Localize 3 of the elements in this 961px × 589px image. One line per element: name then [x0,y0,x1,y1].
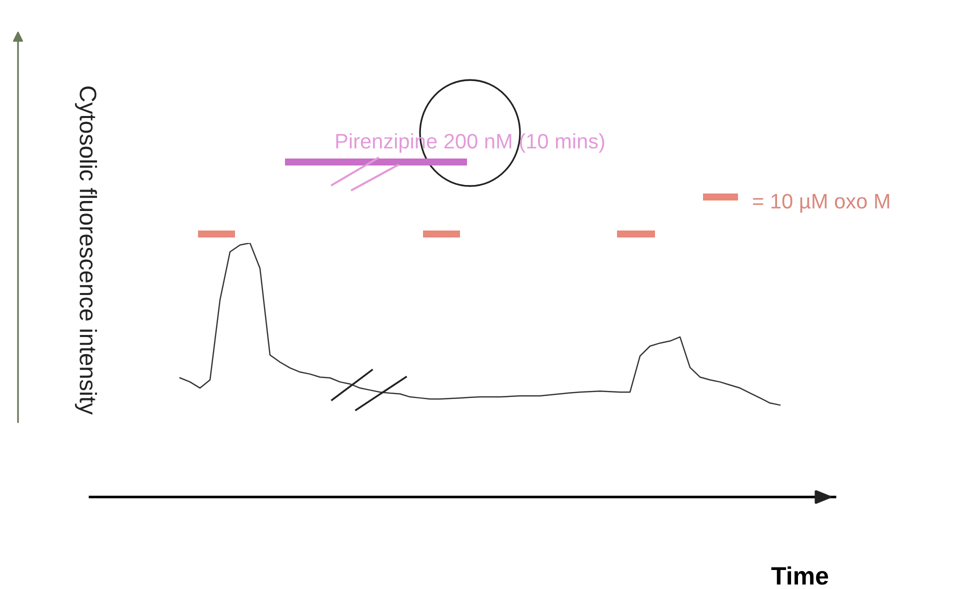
y-axis-title: Cytosolic fluorescence intensity [74,86,98,415]
x-axis-title: Time [771,566,828,585]
text: = 10 µM oxo M [753,194,890,213]
